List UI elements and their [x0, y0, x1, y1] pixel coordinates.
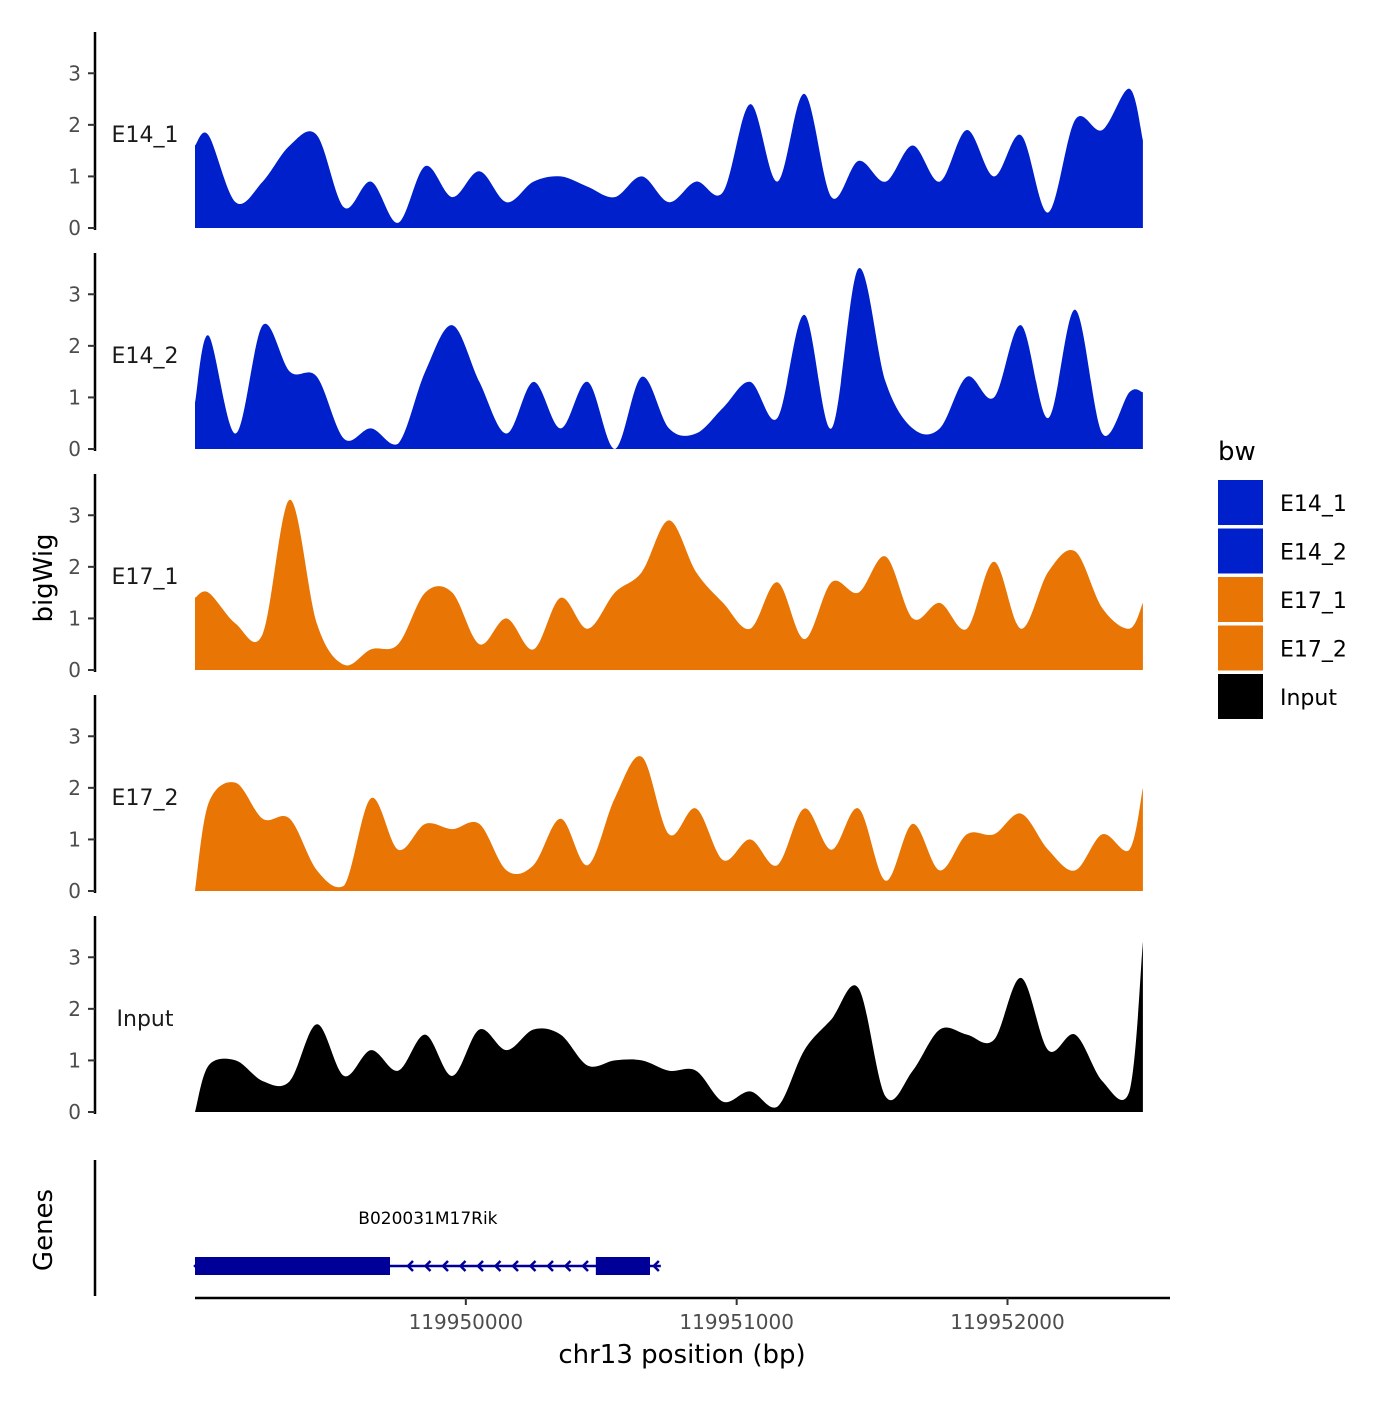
genes-axis-title: Genes — [29, 1189, 59, 1271]
track-label: E17_2 — [112, 786, 179, 811]
strand-arrow — [476, 1260, 484, 1272]
x-tick-label: 119952000 — [950, 1310, 1065, 1334]
legend-label: Input — [1280, 686, 1337, 711]
legend-entry-e14-2: E14_2 — [1218, 528, 1347, 574]
strand-arrow — [423, 1260, 432, 1272]
gene-exon — [195, 1257, 390, 1275]
legend-swatch — [1218, 674, 1263, 719]
y-tick-label: 2 — [68, 113, 81, 137]
legend: bw E14_1 E14_2 E17_1 E17_2 Input — [1218, 437, 1347, 719]
y-tick-label: 1 — [68, 164, 81, 188]
legend-label: E17_2 — [1280, 638, 1347, 663]
y-tick-label: 2 — [68, 334, 81, 358]
y-tick-label: 1 — [68, 1048, 81, 1072]
y-tick-label: 0 — [68, 437, 81, 461]
coverage-area-input — [195, 941, 1143, 1112]
coverage-area-e14-1 — [195, 88, 1143, 229]
y-tick-label: 3 — [68, 724, 81, 748]
legend-entry-e17-1: E17_1 — [1218, 577, 1347, 622]
legend-entry-input: Input — [1218, 674, 1337, 719]
strand-arrow — [563, 1260, 572, 1272]
strand-arrow — [493, 1260, 502, 1272]
track-label: E17_1 — [112, 565, 179, 590]
coverage-area-e14-2 — [195, 268, 1143, 449]
x-tick-label: 119950000 — [409, 1310, 524, 1334]
legend-label: E14_2 — [1280, 541, 1347, 566]
strand-arrow — [441, 1260, 449, 1272]
y-tick-label: 2 — [68, 776, 81, 800]
y-tick-label: 3 — [68, 282, 81, 306]
strand-arrow — [406, 1260, 414, 1272]
y-tick-label: 1 — [68, 606, 81, 630]
x-axis: 119950000 119951000 119952000 — [195, 1296, 1170, 1334]
y-axis-title: bigWig — [29, 533, 59, 622]
legend-title: bw — [1218, 437, 1256, 467]
legend-swatch — [1218, 480, 1263, 525]
coverage-area-e17-1 — [195, 499, 1143, 670]
track-panel-e14-2: 0 1 2 3 E14_2 — [68, 253, 1143, 461]
coverage-area-e17-2 — [195, 756, 1143, 891]
y-tick-label: 0 — [68, 1100, 81, 1124]
strand-arrow — [511, 1260, 519, 1272]
x-axis-title: chr13 position (bp) — [558, 1340, 805, 1370]
gene-label: B020031M17Rik — [358, 1209, 497, 1229]
x-tick-label: 119951000 — [679, 1310, 794, 1334]
y-tick-label: 0 — [68, 658, 81, 682]
gene-exon — [595, 1257, 650, 1275]
y-tick-label: 3 — [68, 945, 81, 969]
y-tick-label: 1 — [68, 827, 81, 851]
legend-entry-e14-1: E14_1 — [1218, 480, 1347, 525]
strand-arrow — [458, 1260, 467, 1272]
legend-swatch — [1218, 625, 1263, 671]
gene-track-panel: B020031M17Rik — [93, 1160, 661, 1296]
track-panel-e17-2: 0 1 2 3 E17_2 — [68, 695, 1143, 903]
track-label: E14_1 — [112, 123, 179, 148]
y-tick-label: 0 — [68, 879, 81, 903]
track-label: E14_2 — [112, 344, 179, 369]
legend-label: E14_1 — [1280, 492, 1347, 517]
y-tick-label: 2 — [68, 997, 81, 1021]
y-tick-label: 0 — [68, 216, 81, 240]
track-label: Input — [117, 1007, 174, 1032]
strand-arrow — [193, 1260, 201, 1272]
legend-entry-e17-2: E17_2 — [1218, 625, 1347, 671]
track-panel-e17-1: 0 1 2 3 E17_1 — [68, 474, 1143, 682]
strand-arrow — [652, 1260, 660, 1272]
strand-arrow — [581, 1260, 589, 1272]
y-tick-label: 3 — [68, 503, 81, 527]
legend-swatch — [1218, 528, 1263, 574]
track-panels: 0 1 2 3 E14_1 0 1 2 3 E14_2 0 1 2 3 E17_1 0 1 2 3 E17_2 0 1 2 3… — [68, 32, 1143, 1124]
strand-arrow — [546, 1260, 554, 1272]
track-panel-e14-1: 0 1 2 3 E14_1 — [68, 32, 1143, 240]
legend-swatch — [1218, 577, 1263, 622]
y-tick-label: 2 — [68, 555, 81, 579]
y-tick-label: 1 — [68, 385, 81, 409]
gene-model: B020031M17Rik — [193, 1209, 661, 1275]
strand-arrow — [528, 1260, 537, 1272]
track-panel-input: 0 1 2 3 Input — [68, 916, 1143, 1124]
legend-label: E17_1 — [1280, 589, 1347, 614]
y-tick-label: 3 — [68, 61, 81, 85]
